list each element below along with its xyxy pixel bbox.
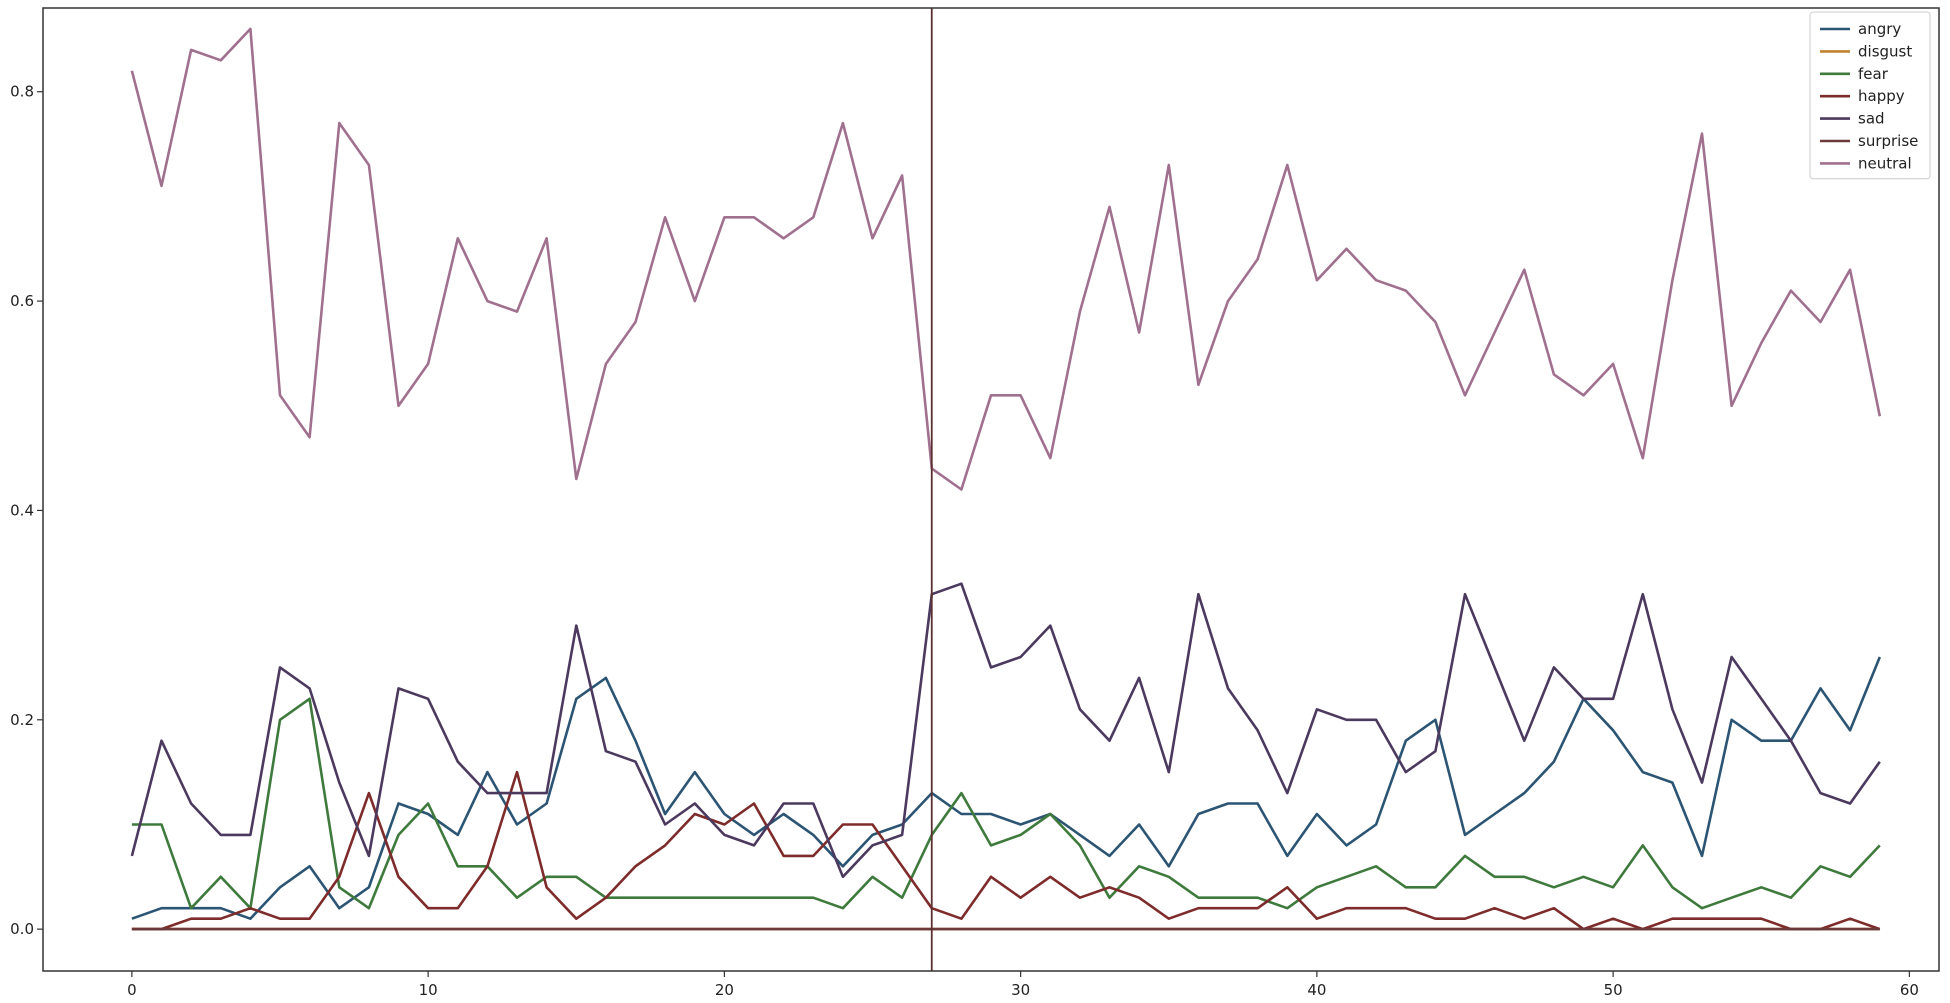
x-tick-label: 20: [715, 981, 734, 999]
series-layer: [130, 27, 1882, 931]
legend-label-surprise: surprise: [1858, 132, 1918, 150]
series-line-angry: [131, 656, 1882, 921]
y-tick-label: 0.4: [10, 501, 34, 519]
plot-area-frame: [42, 7, 1940, 972]
x-tick-label: 60: [1900, 981, 1919, 999]
y-tick-label: 0.6: [10, 292, 34, 310]
legend-box: [1809, 11, 1931, 180]
y-tick-label: 0.0: [10, 920, 34, 938]
y-tick-label: 0.8: [10, 83, 34, 101]
x-tick-label: 30: [1011, 981, 1030, 999]
series-line-sad: [130, 582, 1881, 879]
legend-label-angry: angry: [1858, 20, 1901, 38]
legend-label-neutral: neutral: [1858, 154, 1912, 172]
legend-label-sad: sad: [1858, 110, 1885, 128]
x-tick-label: 10: [419, 981, 438, 999]
y-tick-label: 0.2: [10, 711, 34, 729]
x-tick-label: 0: [127, 981, 137, 999]
x-tick-label: 40: [1307, 981, 1326, 999]
series-line-fear: [131, 697, 1881, 910]
legend-label-disgust: disgust: [1858, 42, 1912, 60]
series-line-happy: [131, 770, 1881, 931]
legend: angry disgust fear happy sad surprise neutral: [1809, 11, 1931, 180]
series-line-neutral: [130, 27, 1882, 491]
legend-label-fear: fear: [1858, 65, 1889, 83]
x-tick-label: 50: [1604, 981, 1623, 999]
axis-ticks-layer: 0 10 20 30 40 50 60 0.0 0.2 0.4 0.6 0.8: [10, 83, 1919, 999]
legend-label-happy: happy: [1858, 87, 1905, 105]
